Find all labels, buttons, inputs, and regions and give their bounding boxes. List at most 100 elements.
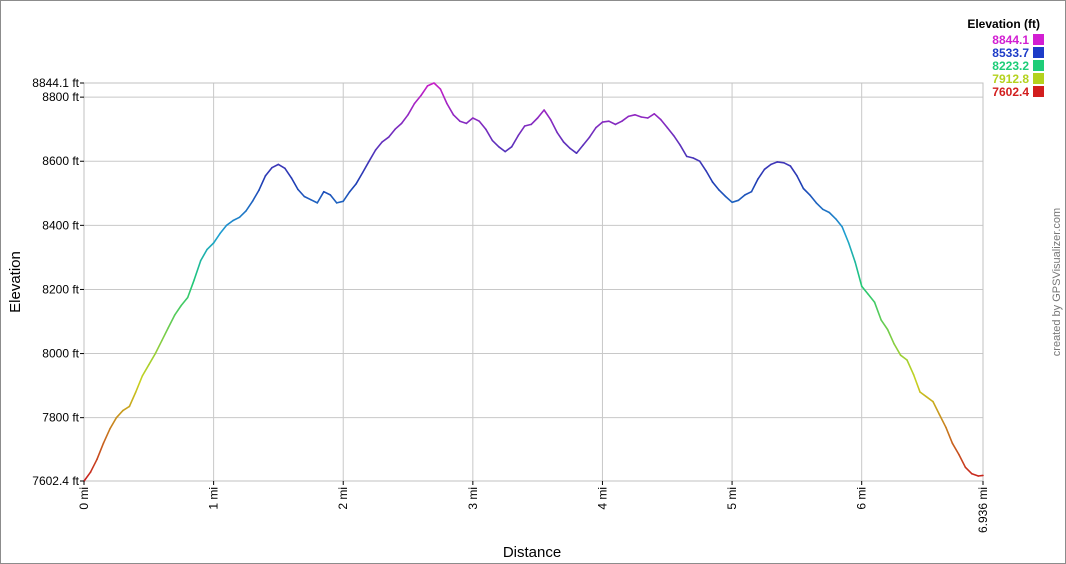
elevation-point [238, 216, 241, 219]
x-tick-label: 2 mi [336, 487, 350, 510]
elevation-point [387, 136, 390, 138]
x-tick-label: 1 mi [207, 487, 221, 510]
legend-color-swatch [1033, 34, 1044, 45]
elevation-point [297, 188, 299, 191]
elevation-point [167, 327, 169, 329]
y-axis-ticks: 7602.4 ft 7800 ft 8000 ft 8200 ft 8400 ft 860… [32, 76, 84, 488]
legend-entry-label: 8533.7 [992, 46, 1029, 60]
y-tick-label: 8844.1 ft [32, 76, 79, 90]
elevation-point [407, 114, 409, 116]
elevation-point [161, 339, 163, 342]
elevation-point [517, 134, 519, 137]
elevation-point [964, 466, 967, 469]
elevation-point [958, 453, 960, 456]
y-axis-title: Elevation [7, 251, 24, 313]
elevation-profile-line [83, 82, 984, 482]
elevation-point [342, 200, 345, 203]
x-axis-ticks: 0 mi 1 mi 2 mi 3 mi 4 mi 5 mi 6 mi 6.936 mi [77, 481, 990, 533]
elevation-point [951, 442, 954, 445]
elevation-point [912, 373, 915, 376]
legend-color-swatch [1033, 47, 1044, 58]
elevation-point [588, 136, 591, 138]
elevation-point [562, 141, 565, 143]
elevation-point [627, 115, 630, 118]
elevation-point [478, 120, 481, 122]
elevation-point [310, 198, 312, 201]
grid-lines [83, 82, 984, 482]
x-tick-label: 5 mi [725, 487, 739, 510]
elevation-point [685, 155, 688, 158]
elevation-point [433, 82, 435, 84]
elevation-point [867, 293, 869, 296]
elevation-point [886, 328, 889, 331]
y-tick-label: 8600 ft [42, 154, 79, 168]
elevation-point [277, 163, 280, 166]
elevation-point [854, 261, 856, 264]
elevation-point [556, 131, 558, 134]
legend-title: Elevation (ft) [967, 17, 1040, 31]
elevation-point [634, 114, 636, 116]
elevation-point [472, 117, 474, 119]
elevation-point [977, 475, 980, 477]
elevation-point [938, 413, 941, 416]
elevation-point [355, 182, 358, 185]
y-tick-label: 8800 ft [42, 90, 79, 104]
elevation-point [757, 178, 759, 180]
legend-color-swatch [1033, 86, 1044, 97]
plot-area-border [83, 82, 984, 482]
elevation-point [763, 168, 766, 171]
elevation-point [264, 174, 267, 177]
elevation-point [783, 162, 785, 164]
credit-text: created by GPSVisualizer.com [1051, 208, 1063, 356]
y-tick-label: 8400 ft [42, 218, 79, 232]
elevation-point [692, 157, 694, 159]
elevation-point [982, 474, 984, 477]
elevation-point [303, 195, 306, 198]
elevation-point [510, 146, 513, 148]
elevation-point [647, 117, 649, 119]
elevation-point [815, 202, 818, 204]
elevation-point [711, 181, 714, 183]
elevation-point [452, 114, 455, 116]
x-axis-title: Distance [503, 544, 561, 561]
elevation-point [193, 279, 195, 281]
elevation-point [608, 120, 610, 122]
elevation-point [873, 301, 876, 304]
elevation-point [919, 391, 921, 393]
elevation-point [847, 242, 850, 244]
elevation-point [660, 118, 662, 121]
elevation-point [860, 285, 863, 288]
elevation-point [89, 471, 92, 474]
elevation-point [329, 194, 332, 196]
elevation-point [400, 122, 403, 125]
elevation-point [219, 232, 221, 235]
elevation-point [737, 199, 740, 202]
elevation-point [835, 218, 837, 220]
elevation-point [640, 116, 643, 118]
elevation-point [284, 167, 286, 170]
elevation-point [672, 134, 675, 137]
elevation-point [880, 319, 882, 321]
elevation-point [381, 141, 383, 143]
elevation-point [893, 343, 895, 345]
elevation-point [459, 120, 461, 122]
elevation-point [465, 122, 468, 125]
elevation-point [549, 118, 552, 121]
elevation-point [251, 200, 254, 203]
elevation-point [601, 121, 604, 123]
elevation-point [225, 224, 228, 227]
elevation-point [420, 94, 422, 97]
elevation-point [290, 177, 293, 179]
elevation-point [316, 202, 319, 204]
elevation-point [245, 210, 247, 212]
elevation-point [141, 375, 144, 377]
legend-entry-label: 7602.4 [992, 85, 1029, 99]
y-tick-label: 7602.4 ft [32, 474, 79, 488]
elevation-point [96, 458, 98, 461]
elevation-point [523, 125, 526, 127]
elevation-point [698, 160, 701, 162]
elevation-point [653, 113, 656, 115]
elevation-point [666, 126, 669, 129]
